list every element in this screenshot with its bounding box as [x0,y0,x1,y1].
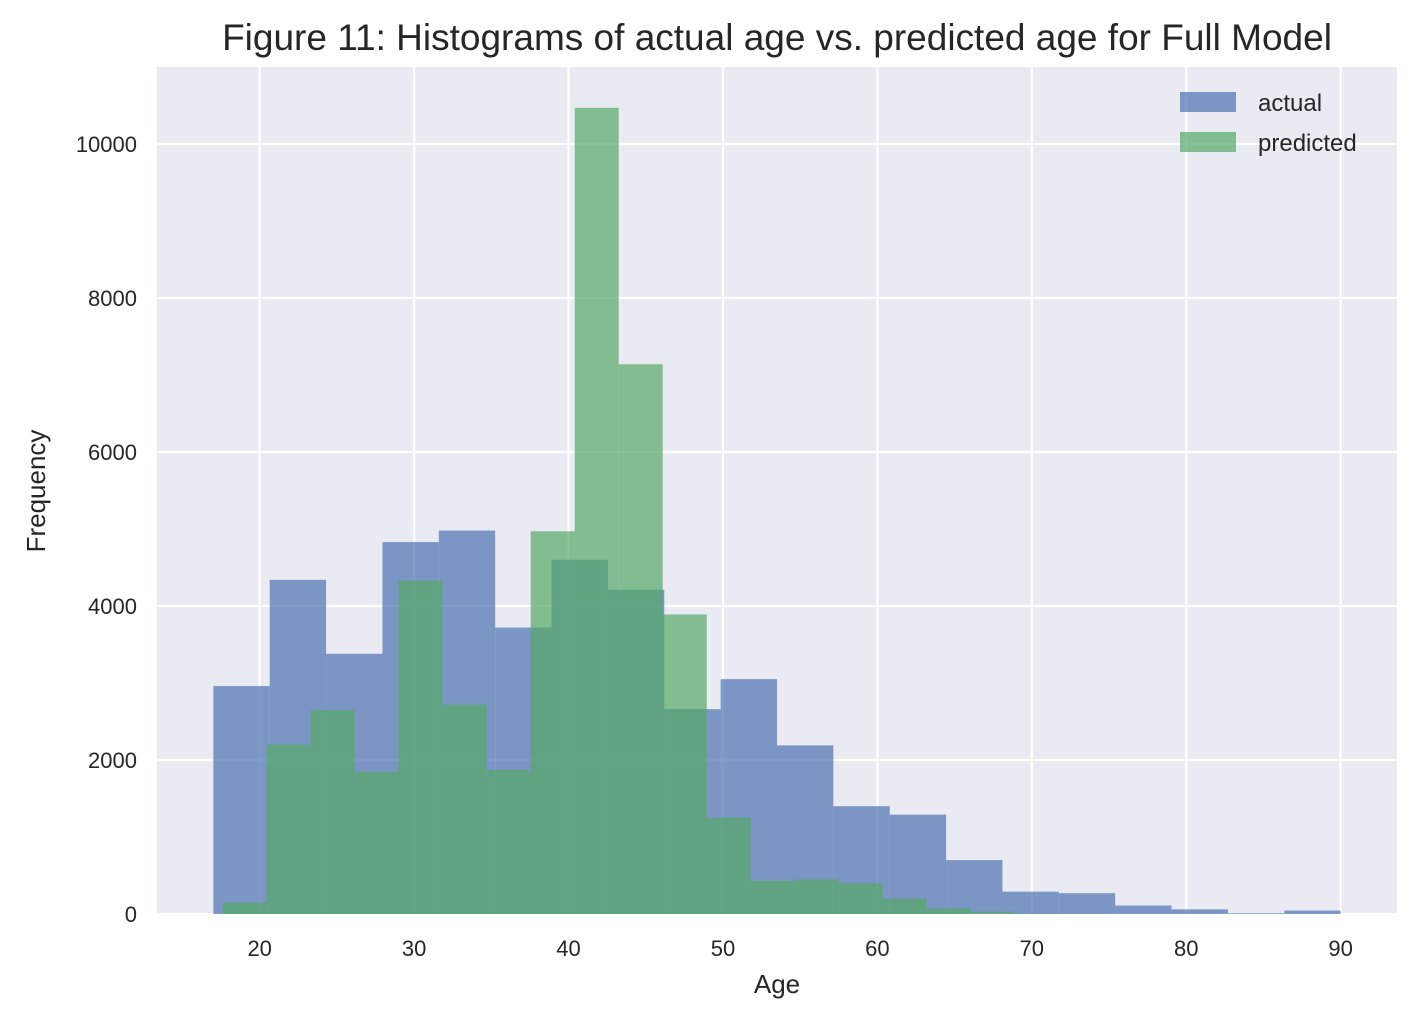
y-tick-label: 10000 [76,132,137,157]
bar-actual [1284,910,1341,914]
x-tick-label: 80 [1174,936,1198,961]
bar-predicted [882,898,927,914]
bar-predicted [750,880,795,914]
legend-swatch-actual [1180,92,1236,112]
bar-actual [213,686,270,914]
bar-predicted [354,771,399,914]
x-tick-label: 60 [865,936,889,961]
bar-predicted [838,883,883,914]
y-tick-label: 6000 [88,440,137,465]
bar-predicted [970,911,1015,914]
bar-actual [889,814,947,914]
bar-predicted [662,614,707,914]
x-tick-label: 50 [711,936,735,961]
x-tick-label: 70 [1020,936,1044,961]
bar-actual [1115,905,1172,914]
bar-predicted [398,580,443,914]
bar-predicted [310,709,355,914]
x-tick-label: 30 [402,936,426,961]
bar-predicted [618,364,663,915]
legend: actual predicted [1180,90,1357,157]
bar-predicted [530,531,575,914]
x-tick-labels: 20 30 40 50 60 70 80 90 [247,936,1352,961]
bar-actual [1171,909,1228,914]
bar-predicted [222,902,267,914]
bar-predicted [486,770,531,914]
bar-actual [946,860,1003,914]
bar-predicted [926,908,971,914]
legend-label-actual: actual [1258,90,1322,117]
x-tick-label: 90 [1328,936,1352,961]
y-tick-label: 0 [125,902,137,927]
bar-actual [1002,891,1059,914]
y-tick-label: 4000 [88,594,137,619]
predicted-series [222,107,1103,915]
bar-actual [1227,913,1285,914]
bar-predicted [574,107,619,914]
bar-predicted [706,817,751,914]
chart-title: Figure 11: Histograms of actual age vs. … [222,17,1332,58]
bar-predicted [266,744,311,914]
y-tick-labels: 0 2000 4000 6000 8000 10000 [76,132,137,927]
legend-swatch-predicted [1180,132,1236,152]
y-tick-label: 8000 [88,286,137,311]
bar-actual [1058,893,1116,914]
y-axis-label: Frequency [21,430,51,553]
bar-predicted [794,879,839,914]
x-axis-label: Age [754,969,800,999]
legend-label-predicted: predicted [1258,130,1357,157]
x-tick-label: 40 [556,936,580,961]
y-tick-label: 2000 [88,748,137,773]
bar-predicted [442,704,487,914]
x-tick-label: 20 [247,936,271,961]
